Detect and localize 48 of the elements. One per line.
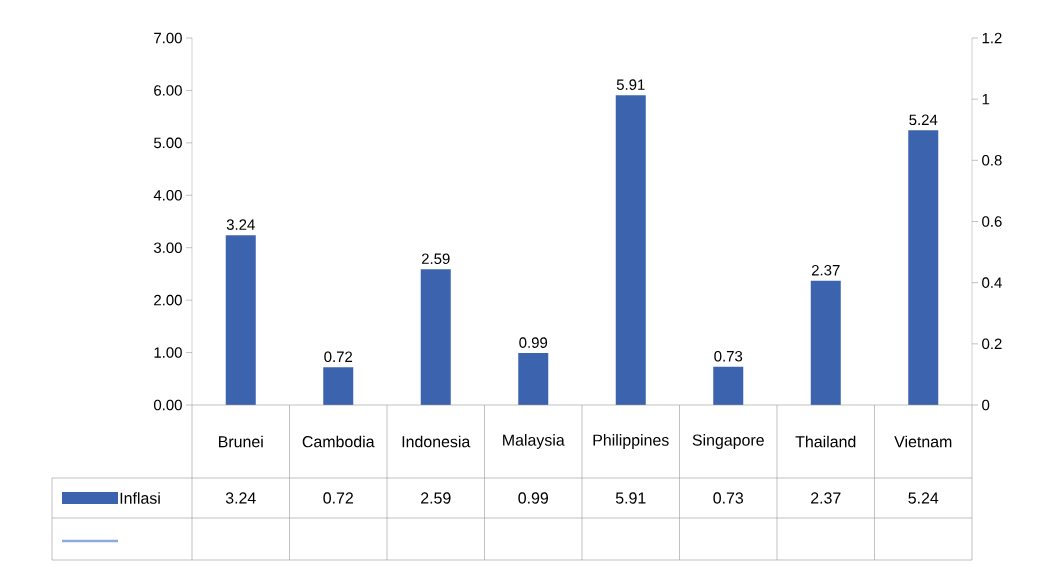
y-tick-label: 2.00 xyxy=(154,294,182,306)
text: 5.24 xyxy=(908,492,939,504)
bar xyxy=(810,280,841,405)
data-label: 5.24 xyxy=(909,114,938,126)
y2-tick-label: 1 xyxy=(982,94,990,105)
bar xyxy=(518,353,549,405)
data-label: 2.59 xyxy=(421,253,450,264)
x-tick-label: Indonesia xyxy=(402,435,471,448)
y-tick-label: 3.00 xyxy=(153,242,182,253)
y-tick-label: 4.00 xyxy=(153,189,182,201)
bar xyxy=(713,366,744,405)
data-label: 0.72 xyxy=(324,351,353,363)
x-tick-label: Malaysia xyxy=(503,434,565,449)
bar xyxy=(908,130,939,405)
x-tick-label: Philippines xyxy=(593,434,669,449)
y-tick-label: 5.00 xyxy=(153,137,182,149)
y2-tick-label: 0.6 xyxy=(982,216,1002,227)
x-tick-label: Vietnam xyxy=(894,435,952,448)
y-tick-label: 1.00 xyxy=(154,347,182,358)
data-label: 0.99 xyxy=(519,337,548,348)
text: 0.99 xyxy=(518,492,549,504)
bar xyxy=(323,367,354,405)
text: 3.24 xyxy=(225,492,256,504)
text: 0.72 xyxy=(323,492,353,504)
y-tick-label: 7.00 xyxy=(154,32,182,44)
y2-tick-label: 0.4 xyxy=(982,277,1002,288)
data-label: 2.37 xyxy=(811,264,840,276)
y2-tick-label: 0.8 xyxy=(982,155,1002,166)
data-label: 0.73 xyxy=(714,350,743,362)
text: 5.91 xyxy=(615,492,646,504)
bar xyxy=(420,269,451,405)
x-tick-label: Thailand xyxy=(795,435,856,448)
text: 2.37 xyxy=(811,492,841,504)
y-tick-label: 0.00 xyxy=(153,399,182,411)
data-label: 5.91 xyxy=(616,79,645,90)
x-tick-label: Brunei xyxy=(219,435,263,448)
y2-tick-label: 0.2 xyxy=(982,338,1002,350)
legend-label: Inflasi xyxy=(120,492,160,504)
x-tick-label: Singapore xyxy=(692,434,764,449)
y2-tick-label: 0 xyxy=(982,399,990,411)
text: 2.59 xyxy=(421,492,451,504)
data-label: 3.24 xyxy=(226,219,255,230)
bar xyxy=(615,95,646,405)
x-tick-label: Cambodia xyxy=(302,435,375,448)
bar xyxy=(225,235,256,405)
y-tick-label: 6.00 xyxy=(154,85,182,96)
y2-tick-label: 1.2 xyxy=(982,32,1002,44)
text: 0.73 xyxy=(713,492,744,504)
